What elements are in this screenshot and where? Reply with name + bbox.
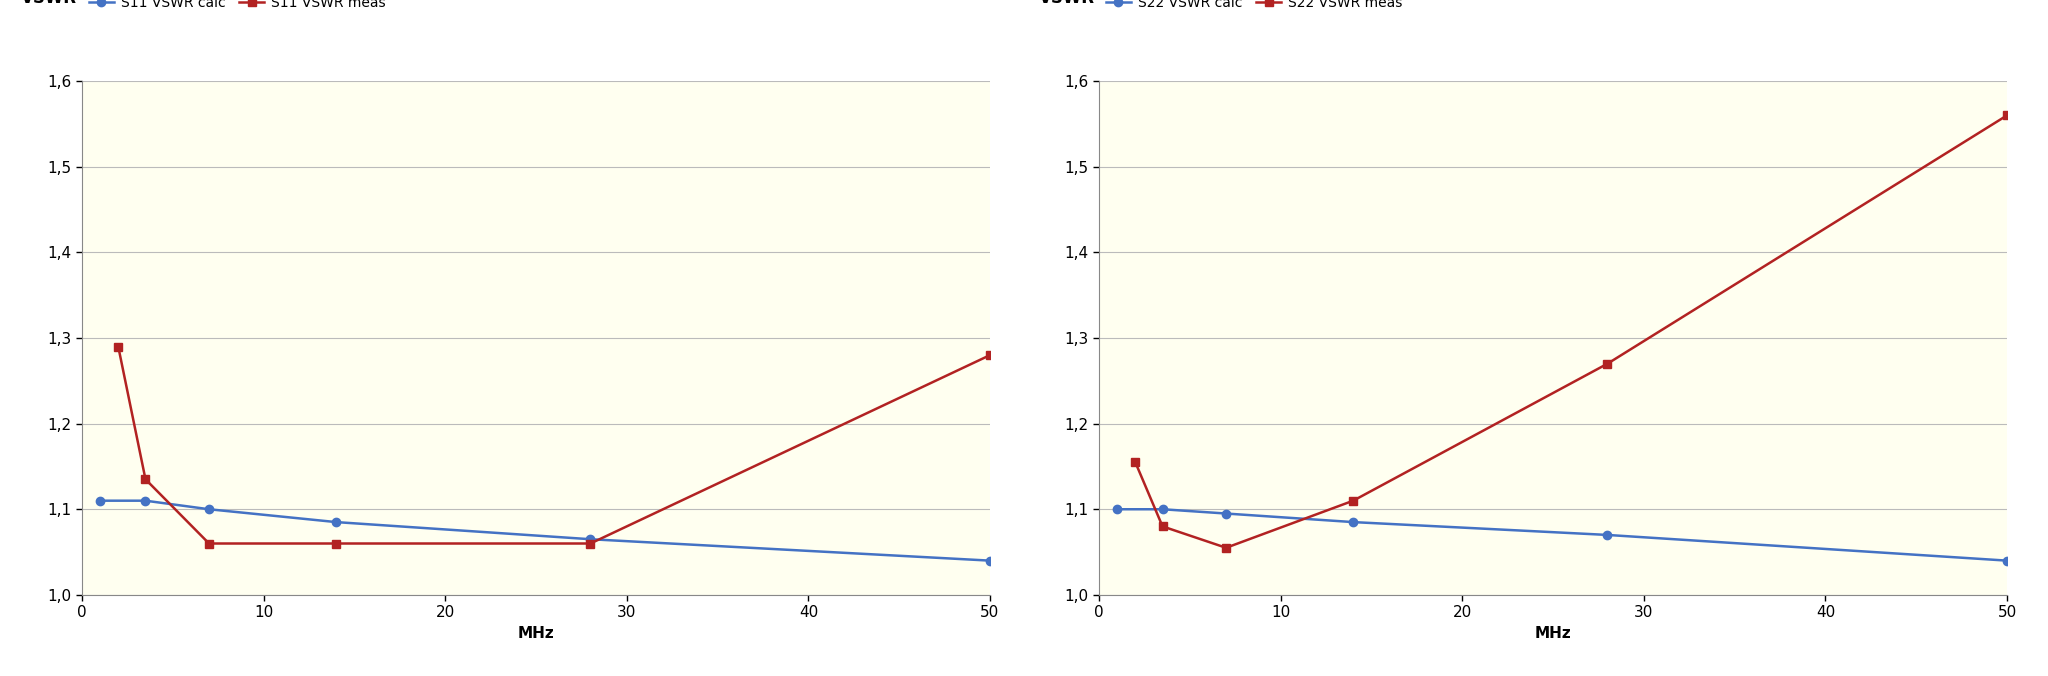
- S11 VSWR meas: [578, 539, 602, 548]
- Line: S22 VSWR calc: S22 VSWR calc: [1112, 505, 2011, 564]
- S22 VSWR calc: [1995, 556, 2019, 564]
- S11 VSWR calc: [324, 518, 348, 526]
- S22 VSWR meas: [1122, 458, 1147, 466]
- Legend: S22 VSWR calc, S22 VSWR meas: S22 VSWR calc, S22 VSWR meas: [1106, 0, 1403, 9]
- Line: S22 VSWR meas: S22 VSWR meas: [1130, 112, 2011, 552]
- S22 VSWR meas: [1214, 544, 1239, 552]
- S22 VSWR calc: [1104, 505, 1128, 513]
- Line: S11 VSWR calc: S11 VSWR calc: [96, 497, 993, 564]
- S11 VSWR meas: [977, 351, 1001, 359]
- S11 VSWR calc: [197, 505, 221, 513]
- S11 VSWR meas: [133, 475, 158, 483]
- S22 VSWR meas: [1151, 523, 1176, 531]
- S11 VSWR calc: [88, 497, 113, 505]
- Text: VSWR: VSWR: [20, 0, 78, 7]
- S11 VSWR calc: [977, 556, 1001, 564]
- Line: S11 VSWR meas: S11 VSWR meas: [115, 343, 993, 548]
- S22 VSWR calc: [1341, 518, 1366, 526]
- S22 VSWR meas: [1595, 360, 1620, 368]
- S22 VSWR calc: [1214, 510, 1239, 518]
- S22 VSWR calc: [1595, 531, 1620, 539]
- S22 VSWR meas: [1995, 112, 2019, 120]
- S11 VSWR meas: [197, 539, 221, 548]
- S11 VSWR calc: [578, 535, 602, 544]
- Text: VSWR: VSWR: [1038, 0, 1094, 7]
- X-axis label: MHz: MHz: [1534, 626, 1571, 641]
- Legend: S11 VSWR calc, S11 VSWR meas: S11 VSWR calc, S11 VSWR meas: [88, 0, 385, 9]
- X-axis label: MHz: MHz: [518, 626, 555, 641]
- S11 VSWR calc: [133, 497, 158, 505]
- S22 VSWR calc: [1151, 505, 1176, 513]
- S11 VSWR meas: [106, 343, 131, 351]
- S22 VSWR meas: [1341, 497, 1366, 505]
- S11 VSWR meas: [324, 539, 348, 548]
